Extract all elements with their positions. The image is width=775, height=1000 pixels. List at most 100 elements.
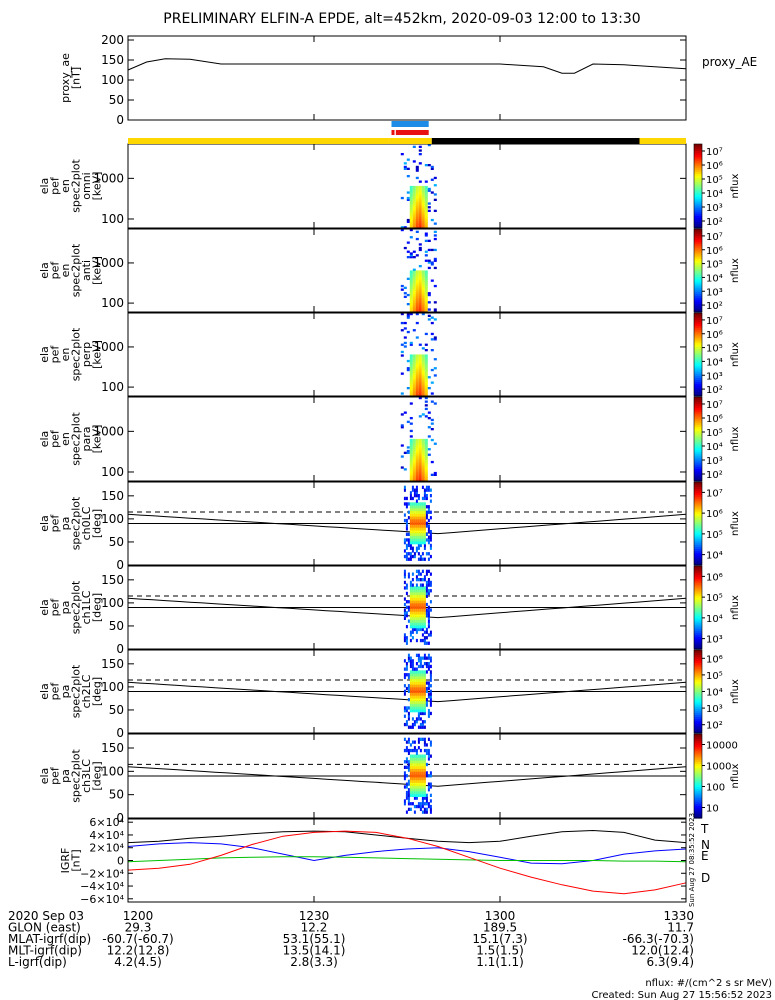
pa-cell [405,625,408,629]
colorbar-step [694,736,702,739]
spectrogram-cell [409,284,413,288]
ylabel-line: ela [38,262,51,279]
pa-cell [409,580,412,585]
pa-cell [419,502,422,506]
spectrogram-cell [418,198,422,201]
spectrogram-cell [421,354,425,357]
spectrogram-cell [412,279,416,282]
pa-cell [429,532,432,536]
colorbar-step [694,186,702,189]
spectrogram-cell [415,281,419,284]
pa-cell [421,765,424,769]
ylabel-line: pa [59,517,72,531]
pa-cell [405,748,408,753]
pa-cell [413,625,416,629]
spectrogram-cell [412,209,416,212]
pa-cell [411,485,414,489]
pa-cell [419,605,422,609]
spectrogram-cell [409,435,413,438]
pa-cell [403,765,406,769]
pa-cell [415,751,418,755]
colorbar-step [694,562,702,566]
spectrogram-cell [406,420,410,423]
pa-cell [419,578,422,582]
pa-cell [403,785,406,789]
pa-cell [403,706,406,710]
pa-cell [405,636,408,640]
pa-cell [421,782,424,786]
spectrogram-cell [409,473,413,476]
pa-cell [423,725,426,729]
pa-cell [409,589,412,593]
spectrogram-cell [403,411,407,414]
colorbar-step [694,622,702,625]
colorbar-step [694,391,702,395]
pa-cell [411,510,414,514]
spectrogram-cell [415,195,419,198]
pa-cell [423,611,426,615]
colorbar-step [694,354,702,358]
pa-cell [407,788,410,792]
pa-cell [419,717,422,721]
ylabel-line: [nT] [69,849,82,871]
spectrogram-cell [424,372,428,375]
spectrogram-cell [421,385,425,388]
colorbar-step [694,158,702,162]
spectrogram-cell [409,256,413,259]
pa-cell [419,659,422,663]
pa-cell [415,491,418,495]
pa-cell [413,748,416,753]
colorbar-step [694,786,702,790]
spectrogram-cell [415,372,419,375]
colorbar-step [694,656,702,659]
pa-cell [423,788,426,792]
pa-cell [417,670,420,674]
colorbar-step [694,272,702,276]
pa-cell [417,600,420,604]
pa-cell [419,748,422,753]
colorbar-step [694,364,702,368]
pa-cell [423,754,426,758]
pa-cell [411,740,414,744]
pa-cell [417,692,420,696]
pa-cell [407,532,410,536]
footer-row-value: 6.3(9.4) [646,955,694,969]
colorbar-step [694,742,702,746]
spectrogram-cell [409,228,413,232]
spectrogram-cell [418,368,422,372]
colorbar-step [694,726,702,730]
pa-cell [411,619,414,623]
pa-cell [415,686,418,691]
colorbar-step [694,699,702,703]
colorbar-step [694,196,702,200]
colorbar-step [694,519,702,523]
spectrogram-cell [409,218,413,222]
spectrogram-cell [412,477,416,480]
pa-cell [423,796,426,800]
spectrogram-cell [421,473,425,476]
spectrogram-cell [406,175,410,178]
spectrogram-cell [412,385,416,388]
pa-cell [409,518,412,523]
pa-cell [411,636,414,640]
colorbar-step [694,211,702,214]
pa-cell [403,638,406,643]
pa-cell [417,605,420,609]
pa-cell [411,771,414,775]
colorbar-step [694,331,702,335]
pa-cell [423,774,426,778]
pa-cell [413,746,416,750]
spectrogram-cell [412,457,416,460]
pa-cell [411,779,414,783]
spectrogram-cell [415,459,419,462]
spectrogram-cell [409,402,413,405]
spectrogram-cell [418,279,422,282]
pa-cell [413,706,416,710]
spectrogram-cell [406,220,410,223]
pa-cell [405,810,408,814]
pa-cell [407,689,410,693]
pa-cell [429,656,432,660]
pa-cell [415,630,418,634]
pa-cell [419,722,422,727]
